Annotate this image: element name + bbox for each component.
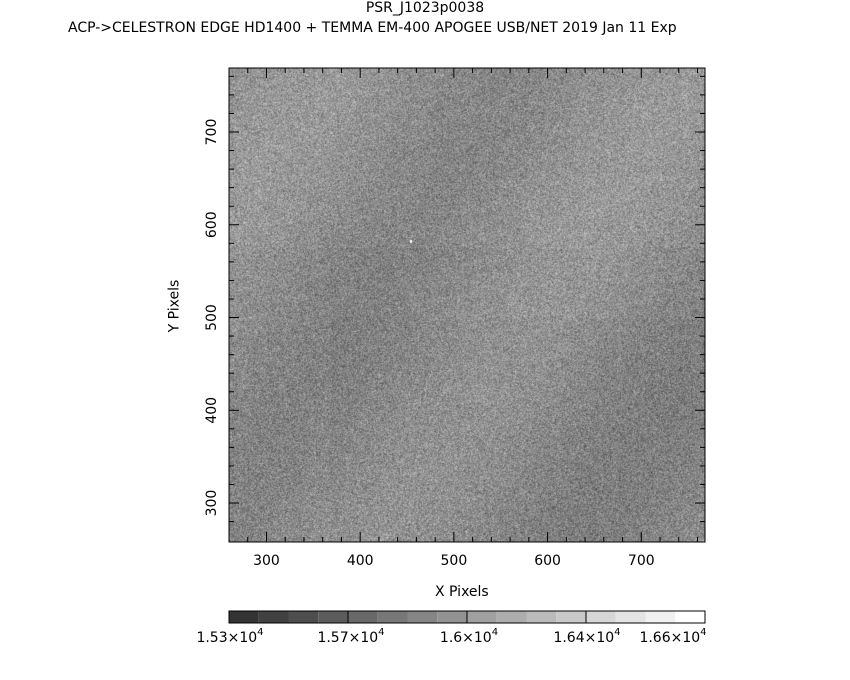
plot-frame bbox=[229, 68, 705, 542]
y-tick-label: 400 bbox=[204, 397, 220, 424]
y-tick-label: 700 bbox=[204, 119, 220, 146]
colorbar-tick-label: 1.64×104 bbox=[553, 627, 620, 646]
y-tick-label: 300 bbox=[204, 490, 220, 517]
colorbar-level bbox=[556, 611, 586, 623]
colorbar-level bbox=[467, 611, 497, 623]
colorbar-level bbox=[348, 611, 378, 623]
colorbar-tick-label: 1.57×104 bbox=[317, 627, 384, 646]
x-tick-label: 600 bbox=[534, 553, 561, 569]
x-tick-label: 400 bbox=[347, 553, 374, 569]
colorbar-level bbox=[616, 611, 646, 623]
y-tick-label: 500 bbox=[204, 304, 220, 331]
x-tick-label: 500 bbox=[441, 553, 468, 569]
colorbar-tick-label: 1.53×104 bbox=[196, 627, 263, 646]
y-axis-label: Y Pixels bbox=[166, 280, 182, 333]
colorbar-level bbox=[497, 611, 527, 623]
x-tick-label: 300 bbox=[253, 553, 280, 569]
colorbar-level bbox=[408, 611, 438, 623]
colorbar-level bbox=[586, 611, 616, 623]
x-axis-label: X Pixels bbox=[435, 584, 489, 600]
colorbar-level bbox=[437, 611, 467, 623]
colorbar-tick-label: 1.66×104 bbox=[639, 627, 706, 646]
colorbar-tick-label: 1.6×104 bbox=[440, 627, 498, 646]
colorbar-level bbox=[259, 611, 289, 623]
colorbar-level bbox=[318, 611, 348, 623]
colorbar-level bbox=[378, 611, 408, 623]
colorbar-level bbox=[675, 611, 705, 623]
colorbar-level bbox=[527, 611, 557, 623]
x-tick-label: 700 bbox=[628, 553, 655, 569]
colorbar-level bbox=[646, 611, 676, 623]
y-tick-label: 600 bbox=[204, 211, 220, 238]
colorbar-level bbox=[229, 611, 259, 623]
colorbar-level bbox=[289, 611, 319, 623]
